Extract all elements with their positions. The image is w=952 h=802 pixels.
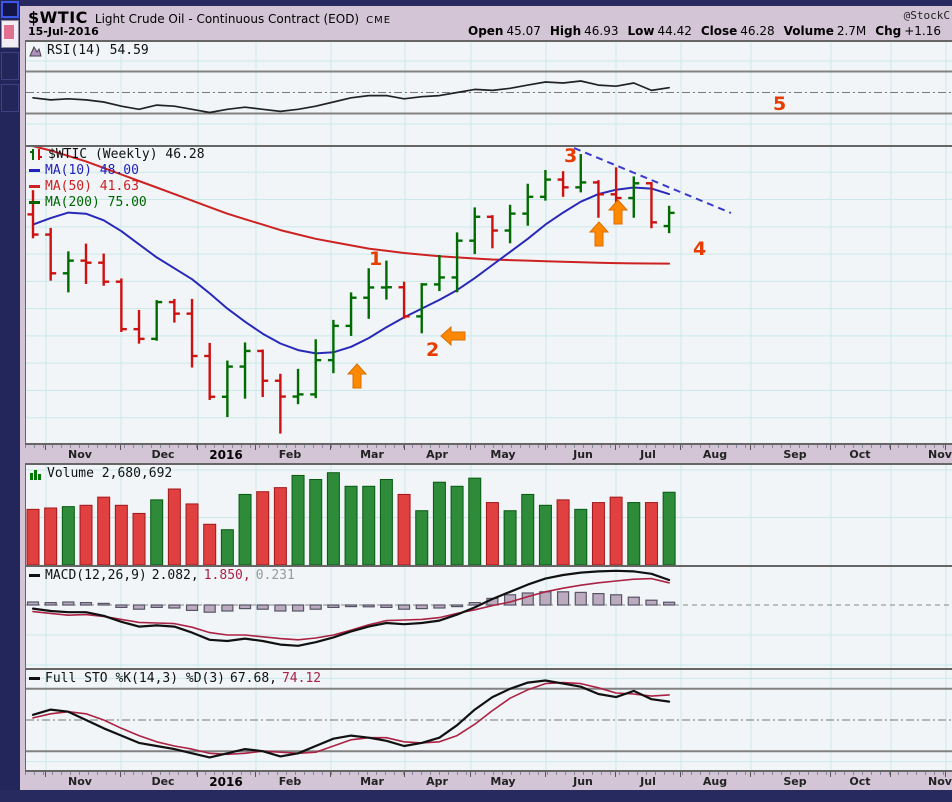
month-label-feb: Feb [278,775,302,788]
month-axis-bottom: Nov Dec 2016 Feb Mar Apr May Jun Jul Aug Sep Oct Nov [20,772,952,790]
svg-text:1: 1 [369,248,382,270]
toolbar-icon[interactable] [1,52,19,80]
quote-volume: Volume 2.7M [783,24,867,38]
sto-k-value: 67.68, [230,671,277,686]
chart-date: 15-Jul-2016 [28,25,99,38]
quote-open: Open 45.07 [468,24,541,38]
month-label-jul: Jul [640,448,656,461]
quote-high: High 46.93 [549,24,619,38]
exchange-label: CME [366,15,392,26]
svg-text:3: 3 [564,145,577,167]
svg-text:4: 4 [693,238,706,260]
month-label-sep: Sep [783,775,807,788]
month-label-dec: Dec [151,775,175,788]
ma10-label: MA(10) 48.00 [45,163,139,178]
month-axis-top: Nov Dec 2016 Feb Mar Apr May Jun Jul Aug Sep Oct Nov [20,445,952,463]
rsi-indicator-icon [29,45,42,56]
chart-header: $WTIC Light Crude Oil - Continuous Contr… [28,8,391,27]
macd-panel [25,565,952,668]
month-label-may: May [490,448,516,461]
ma50-label: MA(50) 41.63 [45,179,139,194]
month-label-2016: 2016 [209,775,243,789]
top-border [0,0,952,6]
instrument-name: Light Crude Oil - Continuous Contract (E… [94,12,360,26]
macd-signal-value: 1.850, [203,568,251,583]
stockcharts-watermark: @StockC [903,9,950,22]
quote-low: Low 44.42 [627,24,692,38]
month-label-jun: Jun [573,775,593,788]
bottom-border [0,790,952,802]
sto-label: Full STO %K(14,3) %D(3) [45,671,226,686]
toolbar-icon[interactable] [1,1,19,18]
macd-legend: MACD(12,26,9) 2.082, 1.850, 0.231 [29,568,295,583]
rsi-panel: 5 [25,40,952,145]
toolbar-icon[interactable] [1,84,19,112]
toolbar-thumbnail-icon[interactable] [1,20,19,48]
volume-label: Volume 2,680,692 [47,466,173,481]
month-label-apr: Apr [426,448,448,461]
svg-text:5: 5 [773,93,786,115]
macd-hist-value: 0.231 [255,568,295,583]
month-label-mar: Mar [360,775,384,788]
month-label-oct: Oct [849,775,871,788]
ohlc-chart-icon [30,149,42,160]
month-label-aug: Aug [702,775,728,788]
month-label-nov: Nov [928,775,952,788]
rsi-legend: RSI(14) 54.59 [29,43,149,58]
month-label-2016: 2016 [209,448,243,462]
left-toolbar [0,0,20,802]
month-label-jul: Jul [640,775,656,788]
month-label-oct: Oct [849,448,871,461]
month-label-nov: Nov [68,448,92,461]
price-title: $WTIC (Weekly) 46.28 [48,147,205,162]
month-label-feb: Feb [278,448,302,461]
macd-label: MACD(12,26,9) [45,568,147,583]
price-legend: $WTIC (Weekly) 46.28 MA(10) 48.00 MA(50)… [29,147,205,210]
price-panel: 1 2 3 4 [25,145,952,445]
month-label-jun: Jun [573,448,593,461]
quote-chg: Chg +1.16 [875,24,942,38]
month-label-mar: Mar [360,448,384,461]
month-label-aug: Aug [702,448,728,461]
ma200-label: MA(200) 75.00 [45,195,147,210]
sto-d-value: 74.12 [281,671,322,686]
month-label-sep: Sep [783,448,807,461]
month-label-apr: Apr [426,775,448,788]
ticker-symbol: $WTIC [28,8,88,27]
month-label-nov: Nov [928,448,952,461]
month-label-nov: Nov [68,775,92,788]
volume-legend: Volume 2,680,692 [29,466,172,481]
macd-value: 2.082, [151,568,199,583]
month-label-may: May [490,775,516,788]
quote-summary: Open 45.07 High 46.93 Low 44.42 Close 46.28 Volu… [468,24,941,38]
volume-bars-icon [30,469,41,480]
svg-text:2: 2 [426,339,439,361]
stochastics-panel [25,668,952,772]
rsi-label: RSI(14) 54.59 [47,43,149,58]
stochastics-legend: Full STO %K(14,3) %D(3) 67.68, 74.12 [29,671,321,686]
quote-close: Close 46.28 [700,24,775,38]
month-label-dec: Dec [151,448,175,461]
